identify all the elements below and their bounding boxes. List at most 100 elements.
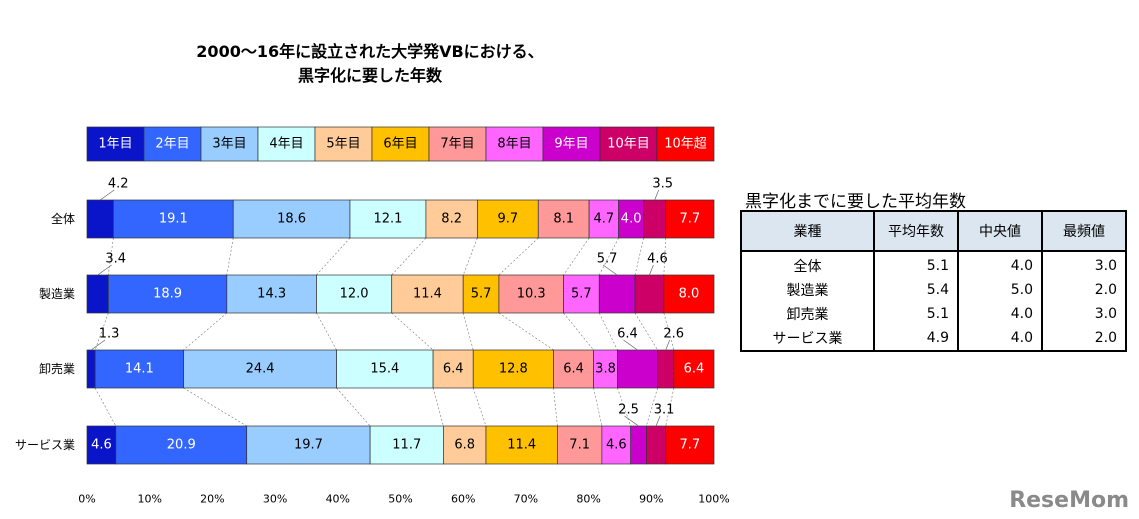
bar-segment [646, 425, 667, 465]
bar-segment [498, 274, 564, 314]
bar-segment [86, 349, 96, 389]
bar-segment [657, 349, 675, 389]
series-connector [462, 237, 478, 276]
outside-data-label: 4.6 [647, 252, 668, 267]
header-mode: 最頻値 [1041, 210, 1127, 252]
header-median: 中央値 [957, 210, 1043, 252]
data-label: 5.7 [471, 287, 492, 302]
category-label: サービス業 [15, 438, 75, 452]
series-connector [646, 387, 658, 427]
data-label: 6.4 [563, 362, 584, 377]
series-connector [183, 312, 228, 351]
bar-segment [443, 425, 487, 465]
x-tick-label: 0% [78, 493, 95, 506]
row-industry: 全体 [740, 251, 875, 278]
data-label: 18.9 [153, 287, 182, 302]
bar-segment [316, 274, 393, 314]
series-connector [183, 387, 247, 427]
outside-data-label: 4.2 [108, 177, 129, 192]
legend-label: 8年目 [497, 137, 531, 152]
bar-segment [94, 349, 184, 389]
series-connector [336, 387, 371, 427]
series-connector [593, 387, 603, 427]
bar-segment [663, 274, 715, 314]
legend-label: 1年目 [98, 137, 132, 152]
row-median: 4.0 [957, 302, 1043, 326]
bar-segment [391, 274, 464, 314]
data-label: 9.7 [497, 212, 518, 227]
header-mean: 平均年数 [873, 210, 959, 252]
bar-segment [537, 199, 590, 239]
stats-table: 業種 平均年数 中央値 最頻値 全体 5.1 4.0 3.0 製造業 5.4 5… [740, 210, 1127, 352]
data-label: 20.9 [167, 438, 196, 453]
legend-label: 7年目 [440, 137, 474, 152]
x-tick-label: 10% [137, 493, 161, 506]
leader-line [99, 189, 115, 201]
bar-segment [183, 349, 337, 389]
data-label: 4.6 [606, 438, 627, 453]
row-median: 4.0 [957, 251, 1043, 278]
legend-swatch [428, 126, 487, 162]
bar-segment [617, 349, 658, 389]
bar-segment [472, 349, 554, 389]
legend-label: 3年目 [212, 137, 246, 152]
data-label: 6.4 [443, 362, 464, 377]
resemom-logo: ReseMom [1009, 488, 1129, 513]
leader-line [654, 189, 660, 201]
legend-swatch [371, 126, 430, 162]
data-label: 11.4 [507, 438, 536, 453]
data-label: 7.1 [569, 438, 590, 453]
bar-segment [485, 425, 558, 465]
x-tick-label: 20% [200, 493, 224, 506]
stats-header-row: 業種 平均年数 中央値 最頻値 [740, 210, 1127, 252]
outside-data-label: 3.4 [105, 252, 126, 267]
bar-segment [425, 199, 478, 239]
bar-segment [588, 199, 619, 239]
data-label: 14.1 [125, 362, 154, 377]
data-label: 19.7 [294, 438, 323, 453]
data-label: 4.0 [621, 212, 642, 227]
row-mode: 3.0 [1041, 251, 1127, 278]
data-label: 12.8 [499, 362, 528, 377]
series-connector [598, 237, 619, 276]
series-connector [226, 237, 234, 276]
series-connector [665, 387, 675, 427]
bar-segment [673, 349, 715, 389]
bar-segment [462, 274, 500, 314]
data-label: 4.7 [594, 212, 615, 227]
series-connector [617, 387, 631, 427]
bar-segment [232, 199, 351, 239]
row-mean: 4.9 [873, 326, 959, 352]
outside-data-label: 3.1 [654, 403, 675, 418]
x-tick-label: 90% [639, 493, 663, 506]
data-label: 6.8 [454, 438, 475, 453]
series-connector [391, 312, 434, 351]
bar-segment [601, 425, 632, 465]
x-tick-label: 80% [576, 493, 600, 506]
leader-line [665, 339, 671, 351]
data-label: 8.1 [553, 212, 574, 227]
table-row: サービス業 4.9 4.0 2.0 [740, 326, 1127, 352]
bar-segment [634, 274, 665, 314]
table-row: 卸売業 5.1 4.0 3.0 [740, 302, 1127, 326]
table-row: 製造業 5.4 5.0 2.0 [740, 278, 1127, 302]
series-connector [316, 237, 351, 276]
row-median: 5.0 [957, 278, 1043, 302]
bar-segment [86, 425, 117, 465]
data-label: 10.3 [517, 287, 546, 302]
data-label: 6.4 [684, 362, 705, 377]
legend-label: 4年目 [269, 137, 303, 152]
row-mode: 2.0 [1041, 326, 1127, 352]
stats-table-title: 黒字化までに要した平均年数 [745, 192, 966, 212]
series-connector [432, 387, 444, 427]
row-mean: 5.1 [873, 302, 959, 326]
bar-segment [557, 425, 603, 465]
bar-segment [665, 199, 715, 239]
outside-data-label: 6.4 [617, 327, 638, 342]
bar-segment [563, 274, 600, 314]
row-mean: 5.4 [873, 278, 959, 302]
outside-data-label: 1.3 [99, 327, 120, 342]
x-tick-label: 70% [514, 493, 538, 506]
legend-label: 5年目 [326, 137, 360, 152]
